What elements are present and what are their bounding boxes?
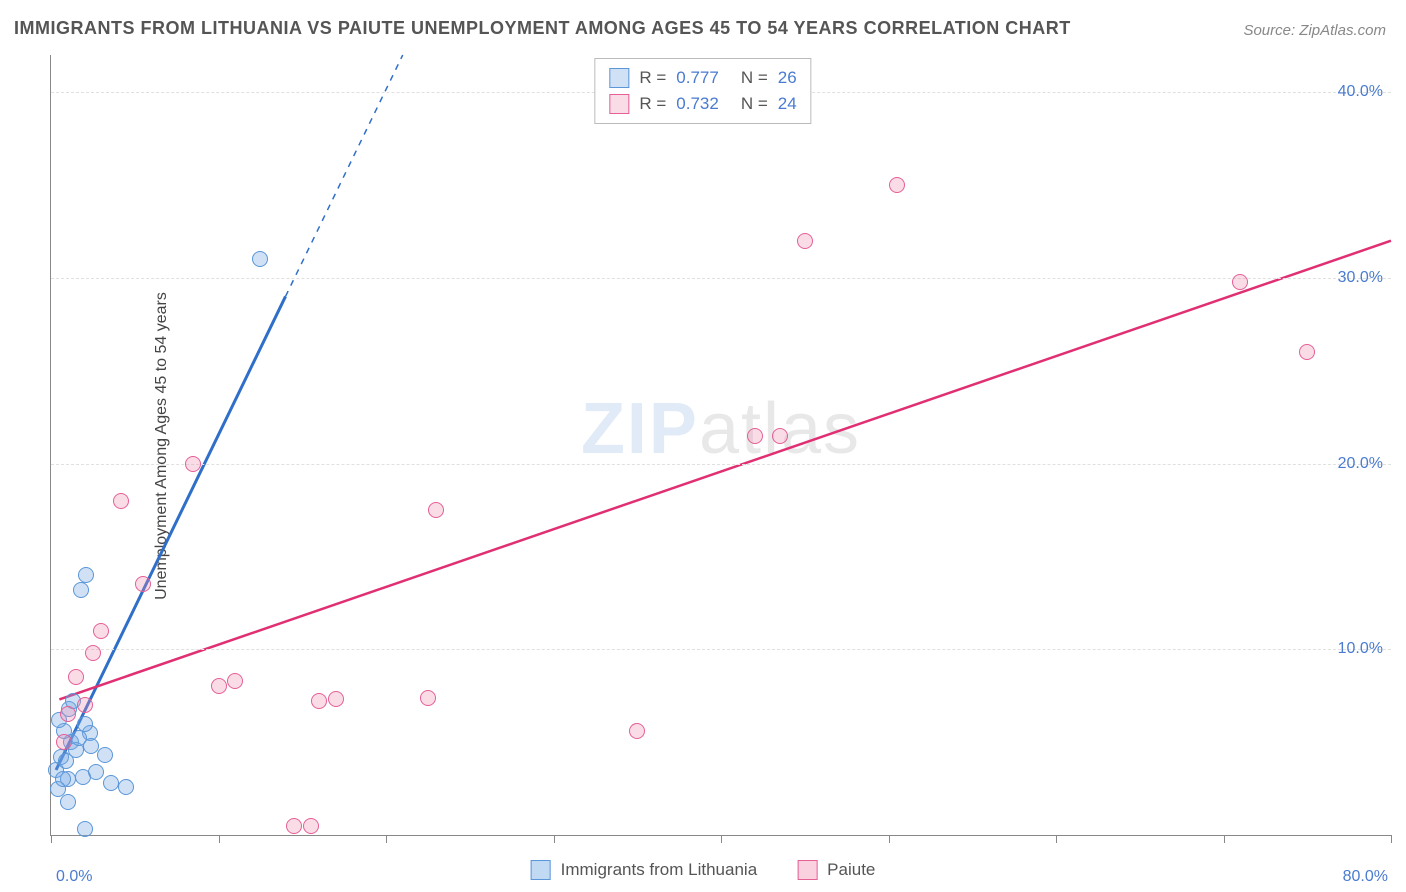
legend-r-value: 0.732 <box>676 91 719 117</box>
data-point-blue <box>103 775 119 791</box>
chart-title: IMMIGRANTS FROM LITHUANIA VS PAIUTE UNEM… <box>14 18 1071 39</box>
legend-n-label: N = <box>741 91 768 117</box>
data-point-pink <box>747 428 763 444</box>
series-legend: Immigrants from Lithuania Paiute <box>531 860 876 880</box>
gridline <box>51 649 1391 650</box>
chart-container: IMMIGRANTS FROM LITHUANIA VS PAIUTE UNEM… <box>0 0 1406 892</box>
data-point-blue <box>88 764 104 780</box>
y-tick-label: 40.0% <box>1338 83 1383 101</box>
data-point-blue <box>73 582 89 598</box>
legend-swatch <box>797 860 817 880</box>
gridline <box>51 464 1391 465</box>
data-point-pink <box>286 818 302 834</box>
legend-swatch <box>609 68 629 88</box>
x-tick <box>51 835 52 843</box>
y-tick-label: 10.0% <box>1338 640 1383 658</box>
data-point-blue <box>55 771 71 787</box>
data-point-blue <box>58 753 74 769</box>
legend-n-label: N = <box>741 65 768 91</box>
data-point-pink <box>93 623 109 639</box>
data-point-pink <box>1299 344 1315 360</box>
data-point-pink <box>135 576 151 592</box>
data-point-pink <box>797 233 813 249</box>
x-tick <box>721 835 722 843</box>
data-point-pink <box>328 691 344 707</box>
data-point-pink <box>211 678 227 694</box>
data-point-blue <box>77 821 93 837</box>
data-point-pink <box>85 645 101 661</box>
data-point-blue <box>77 716 93 732</box>
data-point-blue <box>97 747 113 763</box>
x-axis-max-label: 80.0% <box>1343 868 1388 886</box>
data-point-pink <box>303 818 319 834</box>
data-point-pink <box>1232 274 1248 290</box>
legend-r-label: R = <box>639 65 666 91</box>
x-tick <box>1391 835 1392 843</box>
legend-row: R = 0.732 N = 24 <box>609 91 796 117</box>
correlation-legend: R = 0.777 N = 26 R = 0.732 N = 24 <box>594 58 811 124</box>
y-tick-label: 20.0% <box>1338 455 1383 473</box>
data-point-pink <box>185 456 201 472</box>
legend-r-value: 0.777 <box>676 65 719 91</box>
data-point-pink <box>629 723 645 739</box>
legend-label: Paiute <box>827 860 875 880</box>
legend-swatch <box>531 860 551 880</box>
data-point-pink <box>311 693 327 709</box>
plot-area: ZIPatlas 10.0%20.0%30.0%40.0% <box>50 55 1391 836</box>
data-point-pink <box>77 697 93 713</box>
legend-item: Paiute <box>797 860 875 880</box>
source-attribution: Source: ZipAtlas.com <box>1243 22 1386 39</box>
data-point-pink <box>772 428 788 444</box>
data-point-blue <box>83 738 99 754</box>
data-point-pink <box>889 177 905 193</box>
data-point-pink <box>113 493 129 509</box>
data-point-pink <box>68 669 84 685</box>
legend-label: Immigrants from Lithuania <box>561 860 758 880</box>
x-tick <box>1224 835 1225 843</box>
x-tick <box>219 835 220 843</box>
legend-r-label: R = <box>639 91 666 117</box>
legend-swatch <box>609 94 629 114</box>
gridline <box>51 278 1391 279</box>
legend-row: R = 0.777 N = 26 <box>609 65 796 91</box>
data-point-blue <box>78 567 94 583</box>
x-tick <box>889 835 890 843</box>
trend-line <box>59 241 1391 700</box>
data-point-pink <box>227 673 243 689</box>
data-point-pink <box>60 706 76 722</box>
x-tick <box>386 835 387 843</box>
data-point-blue <box>60 794 76 810</box>
legend-n-value: 24 <box>778 91 797 117</box>
data-point-blue <box>252 251 268 267</box>
y-tick-label: 30.0% <box>1338 269 1383 287</box>
trend-lines-layer <box>51 55 1391 835</box>
data-point-pink <box>420 690 436 706</box>
x-tick <box>1056 835 1057 843</box>
legend-item: Immigrants from Lithuania <box>531 860 758 880</box>
data-point-pink <box>56 734 72 750</box>
x-axis-min-label: 0.0% <box>56 868 92 886</box>
x-tick <box>554 835 555 843</box>
data-point-pink <box>428 502 444 518</box>
legend-n-value: 26 <box>778 65 797 91</box>
data-point-blue <box>118 779 134 795</box>
